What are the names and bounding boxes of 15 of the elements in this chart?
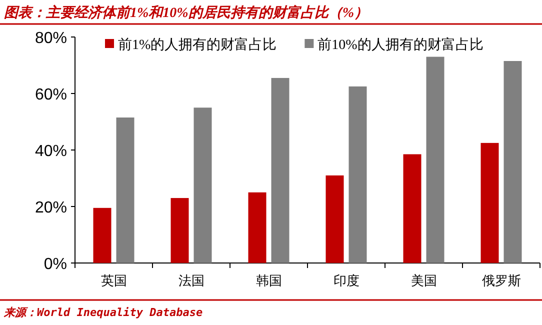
- y-tick-label: 40%: [34, 143, 67, 160]
- legend-label: 前10%的人拥有的财富占比: [318, 37, 484, 53]
- x-tick-label: 法国: [178, 273, 204, 288]
- y-tick-label: 80%: [34, 30, 67, 47]
- source-note: 来源：World Inequality Database: [3, 306, 203, 319]
- x-tick-label: 俄罗斯: [482, 273, 521, 288]
- chart-title: 图表：主要经济体前1%和10%的居民持有的财富占比（%）: [4, 4, 368, 21]
- x-tick-label: 印度: [333, 273, 360, 288]
- x-tick-label: 韩国: [256, 273, 282, 288]
- y-tick-label: 0%: [44, 256, 67, 273]
- x-tick-label: 美国: [410, 273, 437, 288]
- x-tick-label: 英国: [100, 273, 127, 288]
- y-tick-label: 60%: [34, 86, 67, 104]
- legend-label: 前1%的人拥有的财富占比: [118, 37, 277, 53]
- y-tick-label: 20%: [34, 200, 67, 216]
